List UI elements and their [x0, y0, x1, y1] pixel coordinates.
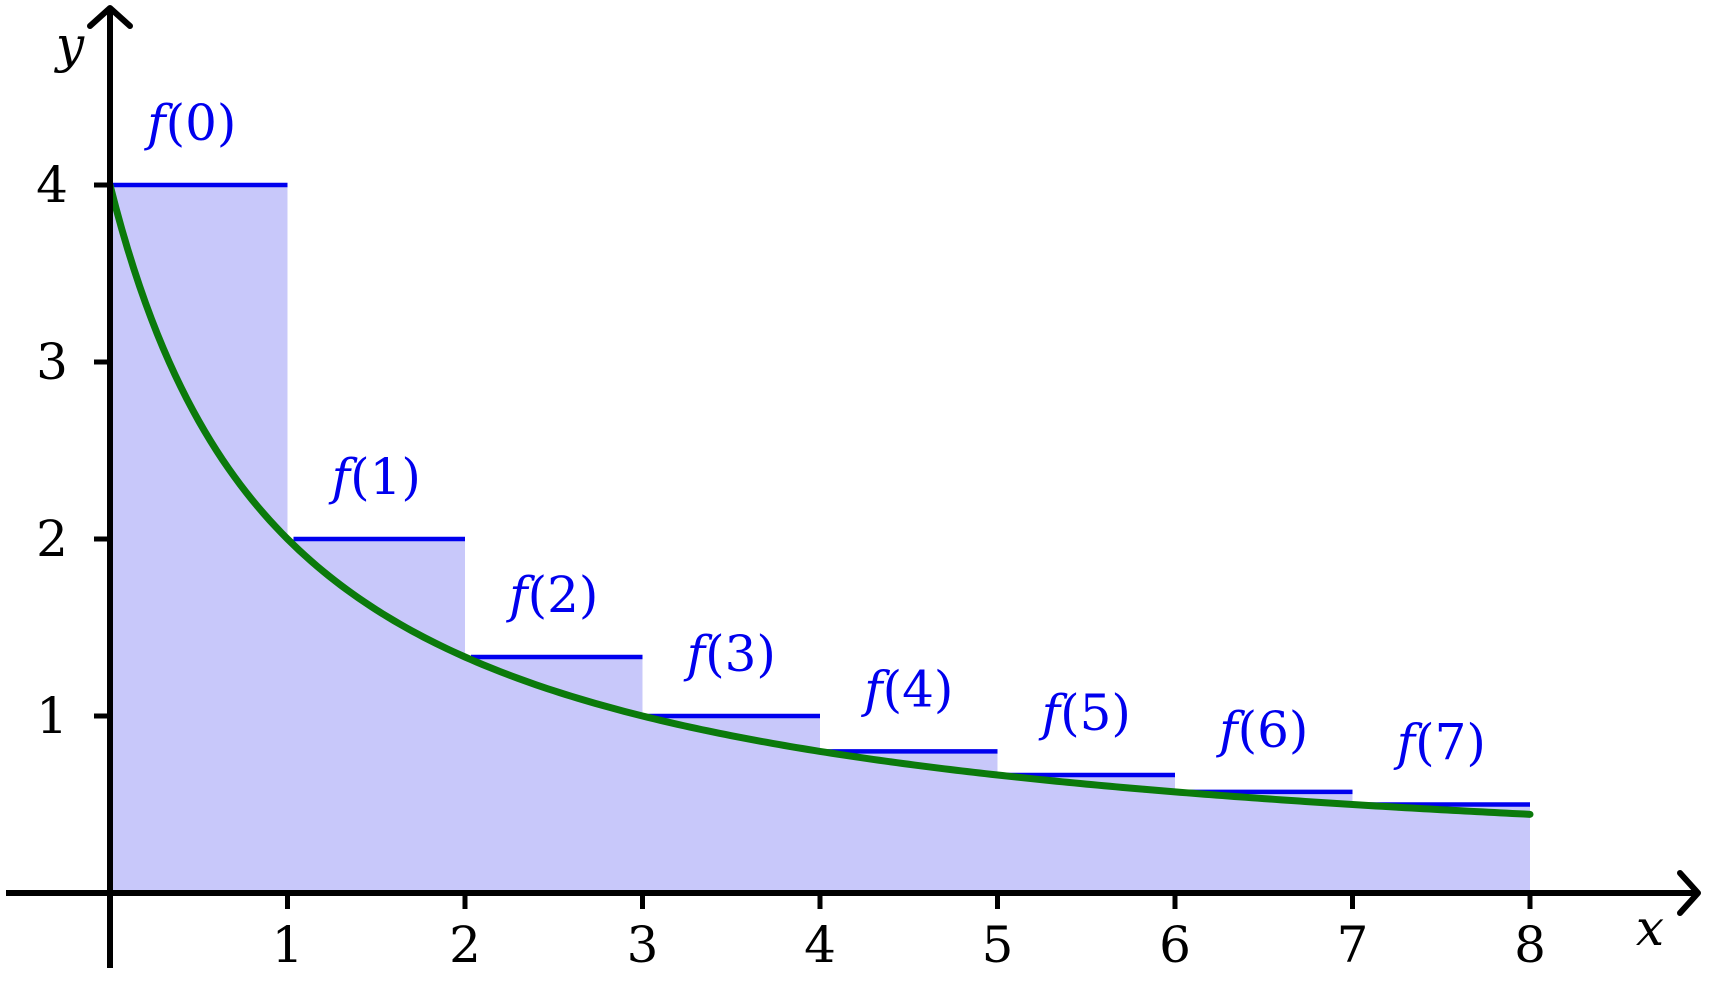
x-tick-label-1: 1 [272, 916, 304, 974]
x-axis-arrowhead [1677, 870, 1701, 916]
ticks-layer: 1 2 3 4 5 6 7 8 1 2 3 4 [36, 156, 1546, 974]
x-tick-label-4: 4 [804, 916, 836, 974]
bar-label-5: f(5) [1038, 684, 1131, 742]
bar-5 [997, 774, 1175, 893]
y-tick-label-2: 2 [36, 510, 68, 568]
bar-label-1: f(1) [328, 448, 421, 506]
bars-layer [110, 182, 1530, 893]
bar-label-2: f(2) [505, 566, 598, 624]
x-axis-label: x [1636, 899, 1664, 957]
bar-label-3: f(3) [683, 625, 776, 683]
y-axis-label: y [54, 16, 85, 74]
y-tick-label-4: 4 [36, 156, 68, 214]
bar-3 [642, 716, 820, 893]
bar-2 [465, 657, 643, 893]
y-axis-arrowhead [87, 5, 133, 29]
bar-0 [110, 185, 288, 893]
curve-series [106, 181, 1534, 818]
bar-label-4: f(4) [860, 660, 953, 718]
x-tick-label-8: 8 [1514, 916, 1546, 974]
bar-6 [1175, 791, 1353, 893]
y-tick-label-1: 1 [36, 687, 68, 745]
labels-layer: f(0) f(1) f(2) f(3) f(4) f(5) f(6) f(7) [143, 94, 1486, 772]
bar-label-7: f(7) [1393, 714, 1486, 772]
y-tick-label-3: 3 [36, 333, 68, 391]
bar-1 [287, 539, 465, 893]
curve-layer [106, 181, 1534, 818]
x-tick-label-2: 2 [449, 916, 481, 974]
x-tick-label-5: 5 [982, 916, 1014, 974]
bar-label-0: f(0) [143, 94, 236, 152]
bar-label-6: f(6) [1215, 701, 1308, 759]
x-tick-label-3: 3 [627, 916, 659, 974]
x-tick-label-7: 7 [1337, 916, 1369, 974]
x-tick-label-6: 6 [1159, 916, 1191, 974]
bar-7 [1352, 804, 1530, 893]
